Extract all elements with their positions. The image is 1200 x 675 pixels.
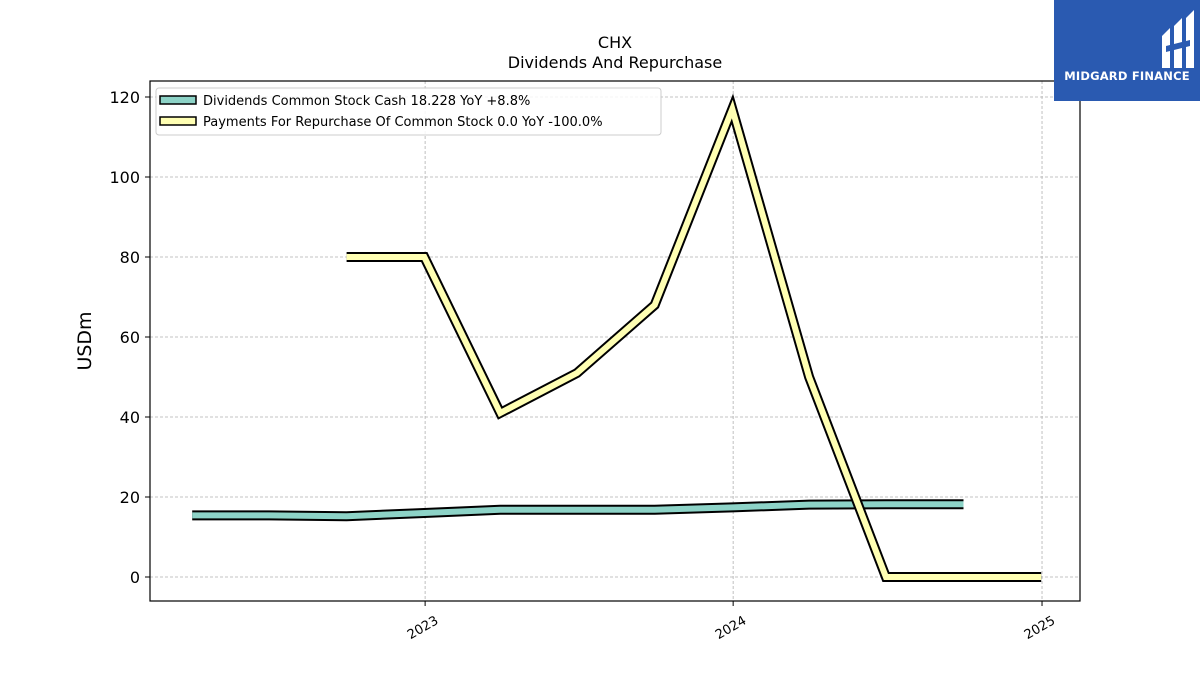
chart-title: CHX — [598, 33, 632, 52]
midgard-finance-logo-icon — [1162, 10, 1194, 68]
y-tick-label: 0 — [130, 568, 140, 587]
x-tick-label: 2023 — [405, 613, 441, 643]
legend: Dividends Common Stock Cash 18.228 YoY +… — [155, 87, 662, 136]
x-tick-label: 2024 — [713, 613, 749, 643]
legend-swatch-1 — [159, 95, 197, 105]
chart-subtitle: Dividends And Repurchase — [508, 53, 722, 72]
series-2-line — [346, 99, 1042, 580]
series-1-line — [192, 501, 964, 520]
y-tick-label: 60 — [120, 328, 140, 347]
y-axis-label: USDm — [74, 311, 96, 370]
legend-label-2: Payments For Repurchase Of Common Stock … — [203, 115, 603, 130]
x-tick-label: 2025 — [1022, 613, 1058, 643]
logo-text: MIDGARD FINANCE — [1064, 69, 1190, 83]
legend-box — [155, 87, 662, 136]
plot-frame — [149, 80, 1081, 602]
y-tick-label: 80 — [120, 248, 140, 267]
y-tick-label: 100 — [109, 168, 140, 187]
y-tick-label: 20 — [120, 488, 140, 507]
legend-swatch-2 — [159, 116, 197, 126]
y-tick-label: 40 — [120, 408, 140, 427]
y-tick-label: 120 — [109, 88, 140, 107]
series-layer — [192, 93, 1042, 582]
midgard-finance-logo: MIDGARD FINANCE — [1054, 0, 1200, 101]
legend-label-1: Dividends Common Stock Cash 18.228 YoY +… — [203, 94, 530, 109]
